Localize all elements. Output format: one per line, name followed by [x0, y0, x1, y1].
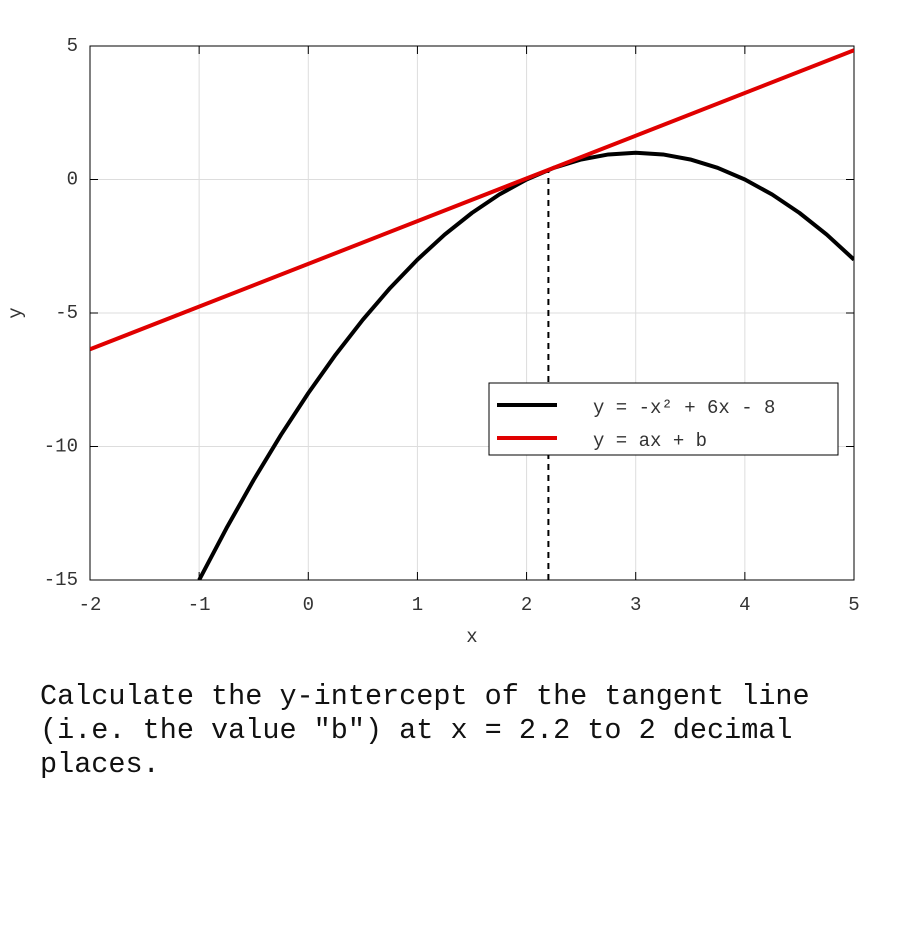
x-tick-label: -2	[79, 594, 102, 616]
x-tick-label: 2	[521, 594, 532, 616]
y-tick-label: -5	[55, 302, 78, 324]
x-tick-label: 5	[848, 594, 859, 616]
y-tick-label: -15	[44, 569, 78, 591]
legend-label: y = -x² + 6x - 8	[593, 397, 775, 419]
legend-box	[488, 382, 839, 456]
plot-frame	[89, 45, 855, 581]
y-tick-label: 5	[67, 35, 78, 57]
x-tick-label: 4	[739, 594, 750, 616]
x-tick-label: 0	[303, 594, 314, 616]
x-tick-label: 1	[412, 594, 423, 616]
x-tick-label: 3	[630, 594, 641, 616]
y-axis-label: y	[5, 307, 27, 318]
series-line	[90, 48, 854, 352]
x-axis-label: x	[466, 626, 477, 648]
y-tick-label: -10	[44, 436, 78, 458]
question: Calculate the y-intercept of the tangent…	[40, 680, 810, 781]
x-tick-label: -1	[188, 594, 211, 616]
legend-label: y = ax + b	[593, 430, 707, 452]
y-tick-label: 0	[67, 169, 78, 191]
